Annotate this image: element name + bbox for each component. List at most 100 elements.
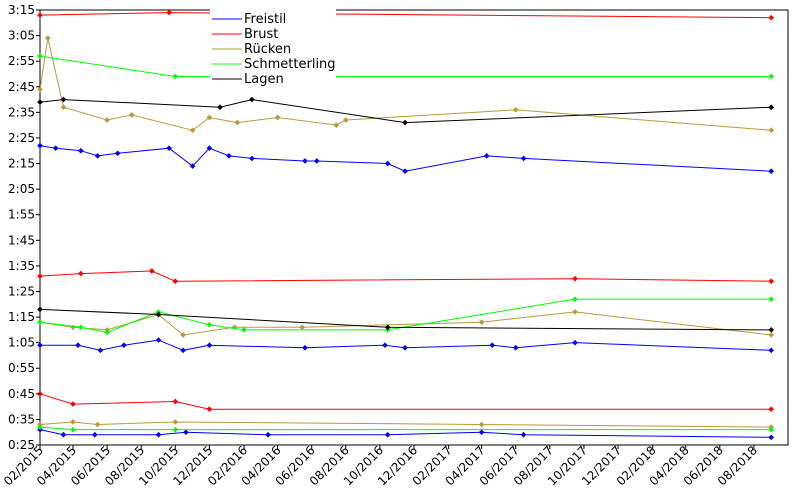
data-point: [768, 426, 775, 433]
y-tick-label: 0:25: [8, 438, 35, 452]
y-tick-label: 1:45: [8, 233, 35, 247]
y-tick-label: 1:55: [8, 208, 35, 222]
y-tick-label: 2:35: [8, 105, 35, 119]
data-point: [148, 268, 155, 274]
data-point: [206, 145, 213, 152]
data-point: [166, 9, 172, 16]
data-point: [234, 119, 241, 126]
series-line: [39, 429, 772, 438]
data-point: [206, 406, 213, 413]
data-point: [37, 319, 43, 326]
data-point: [60, 431, 67, 438]
data-point: [768, 278, 775, 285]
data-point: [166, 145, 172, 152]
data-point: [180, 332, 186, 338]
data-point: [265, 431, 271, 438]
y-tick-label: 2:05: [8, 182, 35, 196]
data-point: [44, 35, 51, 41]
data-point: [172, 278, 179, 285]
data-point: [155, 311, 162, 318]
data-point: [241, 327, 247, 333]
y-tick-label: 3:15: [8, 3, 35, 17]
data-point: [402, 119, 408, 126]
data-point: [520, 431, 527, 438]
series-line: [39, 426, 772, 431]
data-point: [189, 127, 196, 134]
data-point: [512, 344, 519, 351]
legend-label: Rücken: [244, 42, 291, 57]
legend-label: Freistil: [244, 12, 286, 27]
data-point: [206, 114, 213, 121]
series-line: [39, 55, 772, 77]
data-point: [37, 99, 43, 105]
data-point: [37, 12, 43, 18]
data-point: [172, 73, 179, 80]
data-point: [768, 347, 775, 354]
data-point: [478, 429, 485, 436]
y-tick-label: 2:55: [8, 54, 35, 68]
series-line: [39, 393, 772, 410]
data-point: [70, 401, 76, 407]
data-point: [313, 158, 320, 164]
data-point: [97, 347, 104, 354]
series-line: [39, 12, 772, 19]
legend-background: [210, 7, 336, 86]
series-brust: [37, 9, 775, 413]
data-point: [172, 419, 179, 425]
data-point: [302, 344, 308, 351]
y-tick-label: 1:15: [8, 310, 35, 324]
data-point: [768, 296, 775, 302]
data-point: [77, 270, 84, 277]
series-line: [39, 37, 772, 131]
series-line: [39, 99, 772, 124]
y-tick-label: 0:55: [8, 361, 35, 375]
data-point: [302, 158, 308, 164]
y-tick-label: 1:05: [8, 336, 35, 350]
data-point: [128, 112, 135, 118]
data-point: [104, 117, 110, 123]
legend-label: Lagen: [244, 72, 284, 87]
data-point: [37, 142, 43, 149]
data-point: [52, 145, 59, 152]
data-point: [299, 324, 306, 331]
data-point: [226, 153, 232, 159]
data-point: [77, 324, 84, 331]
data-point: [768, 434, 775, 441]
y-tick-label: 3:05: [8, 29, 35, 43]
series-line: [39, 421, 772, 428]
series-schmetterling: [37, 53, 775, 433]
x-axis: 02/201504/201506/201508/201510/201512/20…: [1, 443, 760, 488]
data-point: [768, 332, 775, 338]
series-line: [39, 308, 772, 331]
series-line: [39, 145, 772, 172]
series-line: [39, 270, 772, 282]
data-point: [402, 344, 408, 351]
data-point: [37, 306, 43, 313]
data-point: [206, 342, 213, 349]
series-rücken: [37, 35, 775, 430]
data-point: [384, 324, 391, 331]
data-point: [768, 406, 775, 413]
data-point: [384, 431, 391, 438]
data-point: [114, 150, 121, 157]
series-line: [40, 339, 772, 351]
data-point: [70, 419, 76, 425]
data-point: [121, 342, 127, 349]
data-point: [382, 342, 388, 349]
legend-label: Brust: [244, 27, 278, 42]
data-point: [384, 160, 391, 167]
y-tick-label: 2:15: [8, 157, 35, 171]
data-point: [333, 122, 340, 128]
data-point: [155, 337, 162, 343]
plot-frame: [39, 9, 789, 446]
data-point: [768, 327, 775, 333]
y-tick-label: 2:25: [8, 131, 35, 145]
data-point: [768, 14, 775, 21]
data-point: [70, 324, 76, 331]
y-tick-label: 0:35: [8, 412, 35, 426]
data-point: [180, 347, 186, 354]
data-point: [70, 426, 76, 433]
data-point: [572, 296, 578, 302]
data-point: [402, 168, 408, 175]
y-tick-label: 0:45: [8, 387, 35, 401]
